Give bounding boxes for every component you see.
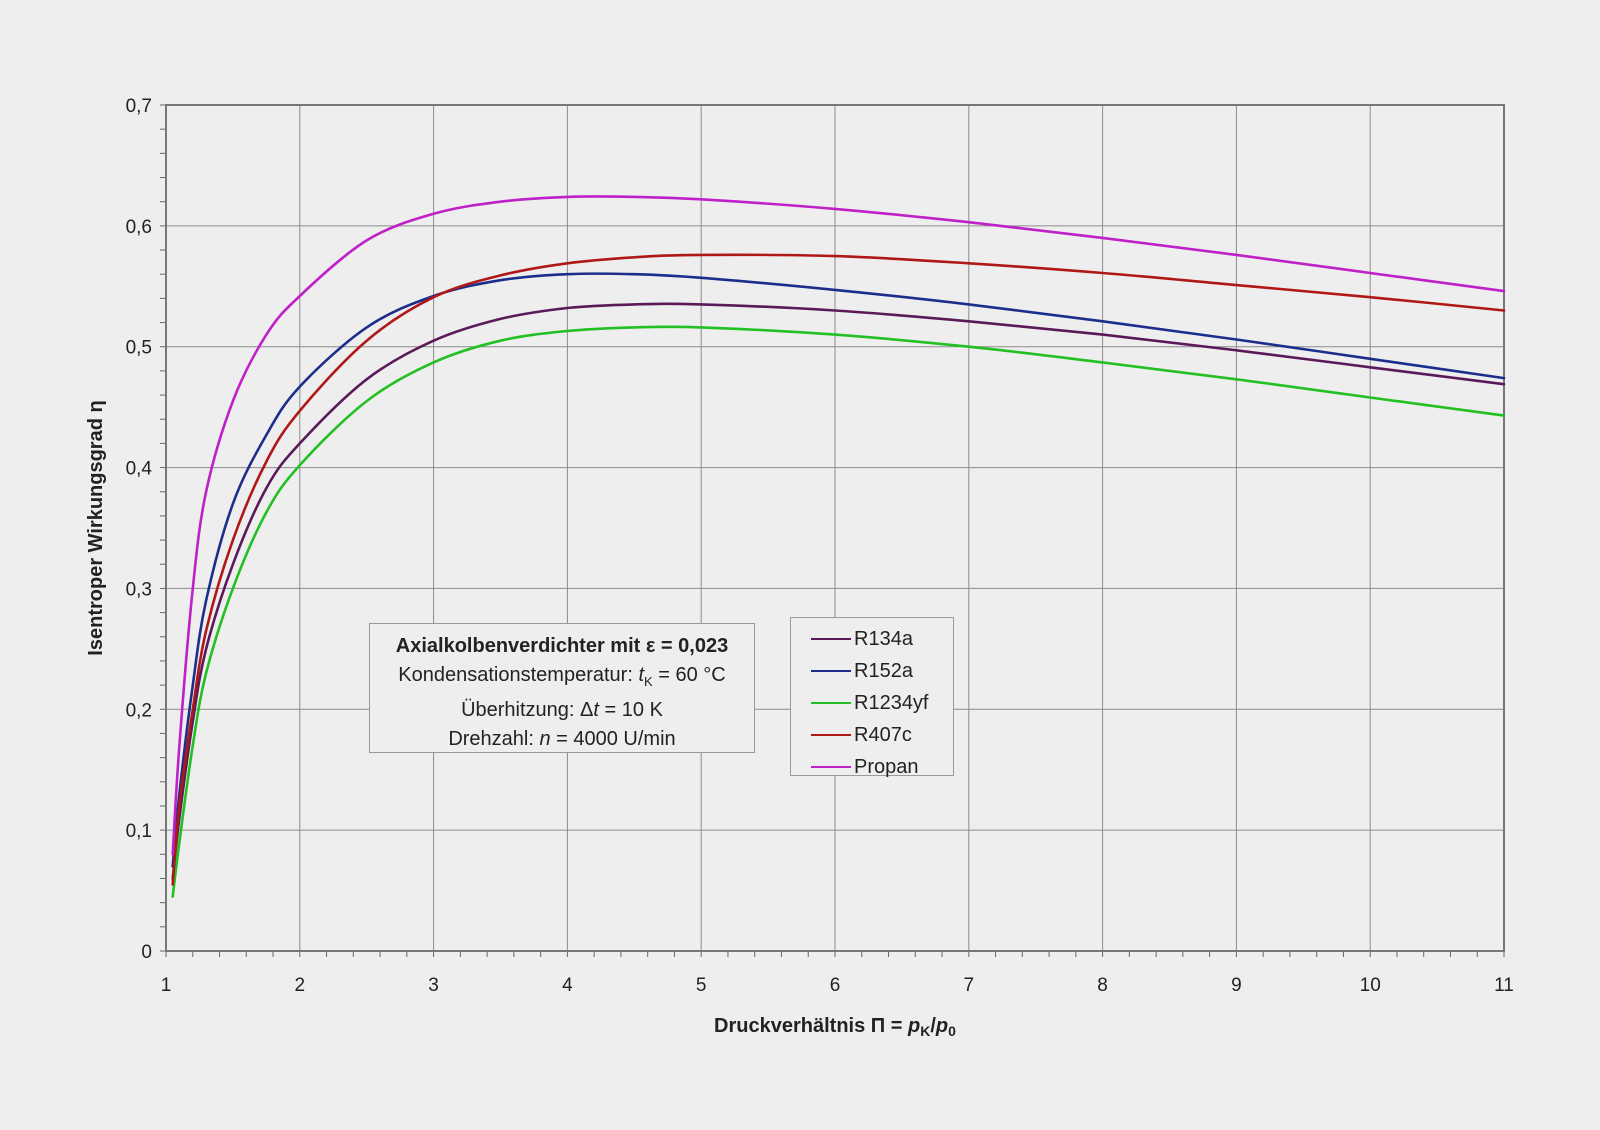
legend-swatch xyxy=(811,702,851,704)
legend-item-propan: Propan xyxy=(811,751,953,783)
y-tick-label: 0 xyxy=(141,942,152,963)
series-lines xyxy=(171,195,1506,898)
x-tick-label: 6 xyxy=(830,975,841,996)
y-tick-label: 0,6 xyxy=(126,217,152,238)
minor-ticks xyxy=(160,104,1505,957)
y-tick-label: 0,3 xyxy=(126,579,152,600)
y-tick-label: 0,2 xyxy=(126,700,152,721)
legend-item-r407c: R407c xyxy=(811,719,953,751)
x-tick-label: 5 xyxy=(696,975,707,996)
series-line-r152a xyxy=(171,272,1506,868)
series-line-r1234yf xyxy=(171,325,1506,898)
series-line-r407c xyxy=(171,253,1506,886)
x-tick-label: 2 xyxy=(295,975,306,996)
x-axis-title: Druckverhältnis Π = pK/p0 xyxy=(714,1015,956,1039)
y-tick-label: 0,5 xyxy=(126,338,152,359)
series-line-propan xyxy=(171,195,1506,856)
x-tick-label: 8 xyxy=(1097,975,1108,996)
x-tick-label: 3 xyxy=(428,975,439,996)
legend-item-r1234yf: R1234yf xyxy=(811,687,953,719)
legend-swatch xyxy=(811,638,851,640)
annotation-line-3: Überhitzung: Δt = 10 K xyxy=(461,699,663,721)
x-tick-labels: 1 2 3 4 5 6 7 8 9 10 11 xyxy=(161,975,1514,996)
x-tick-label: 7 xyxy=(964,975,975,996)
plot-frame xyxy=(165,104,1505,952)
legend-item-r134a: R134a xyxy=(811,623,953,655)
legend-label: Propan xyxy=(854,755,919,778)
legend: R134a R152a R1234yf R407c Propan xyxy=(790,617,954,778)
legend-swatch xyxy=(811,670,851,672)
y-tick-labels: 0 0,1 0,2 0,3 0,4 0,5 0,6 0,7 xyxy=(126,96,153,963)
grid xyxy=(165,104,1505,952)
y-tick-label: 0,7 xyxy=(126,96,152,117)
y-axis-title: Isentroper Wirkungsgrad η xyxy=(85,400,107,655)
annotation-line-4: Drehzahl: n = 4000 U/min xyxy=(448,728,676,750)
series-line-r134a xyxy=(171,302,1506,880)
annotation-line-1: Axialkolbenverdichter mit ε = 0,023 xyxy=(395,635,729,657)
annotation-box: Axialkolbenverdichter mit ε = 0,023 Kond… xyxy=(369,623,755,753)
annotation-line-2: Kondensationstemperatur: tK = 60 °C xyxy=(398,664,726,689)
legend-label: R134a xyxy=(854,627,913,650)
legend-item-r152a: R152a xyxy=(811,655,953,687)
y-tick-label: 0,1 xyxy=(126,821,152,842)
x-tick-label: 1 xyxy=(161,975,172,996)
x-tick-label: 10 xyxy=(1360,975,1381,996)
legend-label: R152a xyxy=(854,659,913,682)
x-tick-label: 9 xyxy=(1231,975,1242,996)
legend-swatch xyxy=(811,766,851,768)
legend-label: R1234yf xyxy=(854,691,929,714)
legend-swatch xyxy=(811,734,851,736)
x-tick-label: 4 xyxy=(562,975,573,996)
y-tick-label: 0,4 xyxy=(126,459,153,480)
legend-label: R407c xyxy=(854,723,912,746)
x-tick-label: 11 xyxy=(1494,975,1514,996)
